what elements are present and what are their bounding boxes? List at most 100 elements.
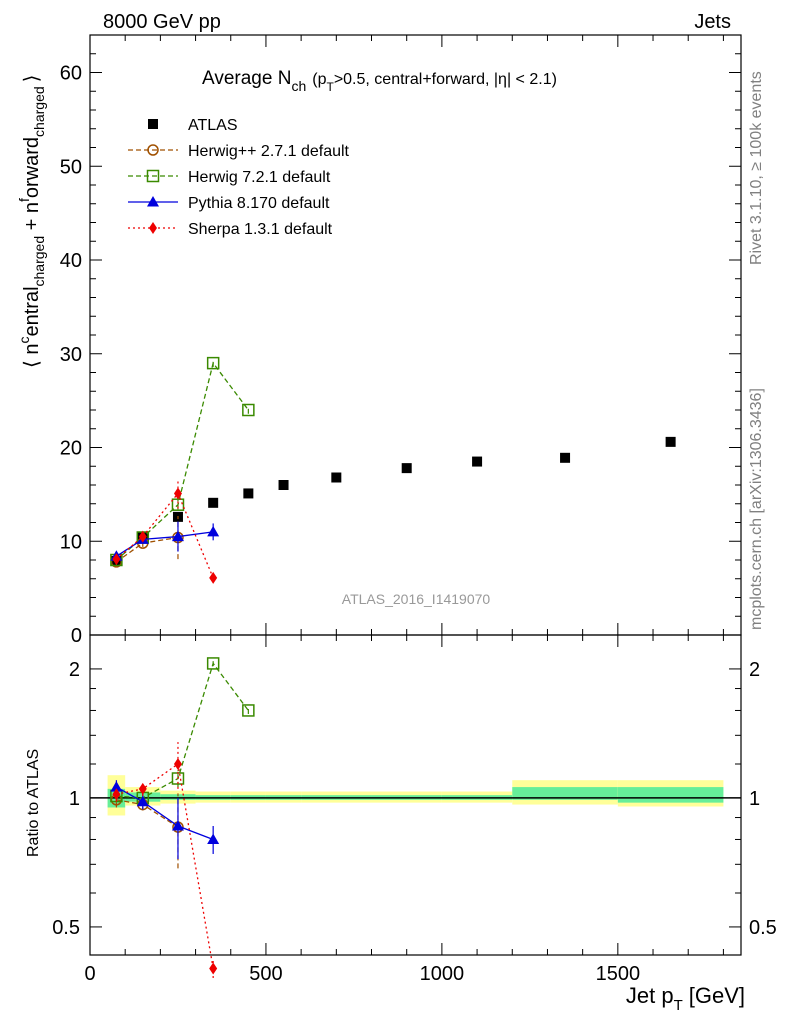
ratio-point-herwig7 (242, 704, 255, 717)
main-series-sherpa (112, 478, 218, 584)
ratio-y-tick-label-right: 1 (749, 788, 760, 810)
ratio-y-tick-label-right: 0.5 (749, 917, 777, 939)
main-point-atlas (401, 463, 412, 474)
main-point-pythia (171, 530, 184, 542)
legend-marker-herwigpp (147, 144, 159, 156)
legend-label-herwig7: Herwig 7.2.1 default (188, 169, 331, 186)
main-point-atlas (331, 472, 342, 483)
header-process: Jets (694, 11, 731, 33)
ratio-y-tick-label-left: 2 (69, 659, 80, 681)
title-paren-sub: T (326, 80, 334, 94)
legend-label-atlas: ATLAS (188, 117, 238, 134)
main-line-herwig7 (115, 361, 249, 561)
mcplots-label: mcplots.cern.ch [arXiv:1306.3436] (748, 388, 765, 630)
ylabel-part-6: orward (21, 137, 43, 198)
ylabel-part-2: entral (21, 286, 43, 336)
x-tick-label: 1000 (420, 963, 465, 985)
ratio-y-tick-label-left: 1 (69, 788, 80, 810)
main-point-atlas (560, 452, 571, 463)
main-y-axis-label: ⟨ ncentralcharged + nforwardcharged⟩ (16, 75, 47, 368)
main-series-layer (110, 356, 676, 584)
legend-label-herwigpp: Herwig++ 2.7.1 default (188, 143, 350, 160)
ylabel-part-4: + n (21, 202, 43, 236)
legend-marker-sherpa (149, 222, 157, 234)
main-point-herwig7 (206, 356, 220, 370)
main-y-tick-label: 60 (60, 63, 82, 85)
ylabel-part-1: c (16, 337, 32, 344)
main-point-atlas (278, 480, 289, 490)
main-point-pythia (207, 525, 220, 537)
ratio-band-layer (90, 775, 741, 816)
main-point-sherpa (138, 530, 147, 543)
main-axis-ticks: 0 10 20 30 40 50 60 (60, 35, 741, 647)
ratio-point-pythia (110, 781, 123, 792)
ylabel-part-7: charged (31, 86, 47, 137)
ratio-axis-ticks: 0.5 0.5 1 1 2 2 0 500 1000 1500 (52, 635, 777, 985)
main-series-atlas (111, 436, 676, 566)
legend-label-pythia: Pythia 8.170 default (188, 195, 330, 212)
x-tick-label: 500 (249, 963, 282, 985)
main-point-sherpa (112, 553, 121, 566)
ratio-y-tick-label-left: 0.5 (52, 917, 80, 939)
main-point-atlas (208, 497, 219, 508)
xlabel-main: Jet p (626, 983, 674, 1008)
ratio-band-stat-10 (617, 787, 724, 803)
main-line-sherpa (115, 492, 214, 579)
ylabel-part-3: charged (31, 236, 47, 287)
analysis-id-label: ATLAS_2016_I1419070 (342, 591, 491, 607)
ylabel-part-0: ⟨ n (21, 344, 43, 368)
main-line-pythia (116, 531, 214, 557)
ratio-point-sherpa (173, 757, 182, 770)
title-main: Average N (202, 68, 291, 89)
title-main-sub: ch (291, 78, 306, 94)
main-point-atlas (243, 488, 254, 499)
ratio-band-stat-9 (512, 787, 618, 800)
title-rest: >0.5, central+forward, |η| < 2.1) (334, 71, 557, 88)
ratio-line-pythia (116, 786, 214, 841)
ratio-point-sherpa (138, 782, 147, 795)
ratio-point-sherpa (209, 962, 218, 975)
ratio-point-herwig7 (206, 657, 220, 670)
main-plot-title: Average Nch (pT>0.5, central+forward, |η|… (202, 68, 557, 94)
xlabel-unit: [GeV] (689, 983, 745, 1008)
main-y-tick-label: 20 (60, 438, 82, 460)
ratio-y-tick-label-right: 2 (749, 659, 760, 681)
legend-label-sherpa: Sherpa 1.3.1 default (188, 221, 333, 238)
ratio-plot-frame (89, 634, 742, 956)
main-point-sherpa (209, 571, 218, 584)
ratio-point-pythia (171, 820, 184, 831)
main-point-atlas (665, 436, 676, 447)
ratio-line-herwig7 (116, 662, 249, 799)
legend-marker-pythia (147, 196, 159, 207)
main-point-herwig7 (242, 403, 255, 417)
ratio-y-axis-label: Ratio to ATLAS (25, 749, 42, 857)
xlabel-sub: T (674, 997, 683, 1014)
title-paren: (p (312, 71, 326, 88)
x-tick-label: 1500 (596, 963, 641, 985)
ylabel-part-5: f (16, 198, 32, 202)
main-y-tick-label: 50 (60, 156, 82, 178)
ratio-series-herwig7 (110, 657, 255, 805)
main-y-tick-label: 40 (60, 250, 82, 272)
main-point-atlas (472, 456, 483, 467)
legend: ATLAS Herwig++ 2.7.1 default Herwig 7.2.1 … (128, 117, 350, 238)
main-y-tick-label: 10 (60, 531, 82, 553)
ratio-band-stat-2 (160, 794, 196, 800)
ratio-point-sherpa (112, 788, 121, 801)
main-y-tick-label: 30 (60, 344, 82, 366)
ratio-series-layer (110, 657, 255, 979)
legend-marker-herwig7 (146, 169, 160, 183)
ratio-series-sherpa (112, 742, 218, 979)
main-y-tick-label: 0 (71, 625, 82, 647)
legend-marker-atlas (148, 119, 158, 129)
main-point-sherpa (173, 487, 182, 500)
rivet-version-label: Rivet 3.1.10, ≥ 100k events (748, 71, 765, 265)
ratio-series-pythia (110, 780, 220, 860)
x-tick-label: 0 (84, 963, 95, 985)
ratio-point-pythia (207, 833, 220, 844)
header-collision: 8000 GeV pp (103, 11, 221, 33)
ratio-point-pythia (136, 795, 149, 807)
x-axis-label: Jet pT [GeV] (626, 983, 745, 1014)
ylabel-part-8: ⟩ (21, 75, 43, 83)
